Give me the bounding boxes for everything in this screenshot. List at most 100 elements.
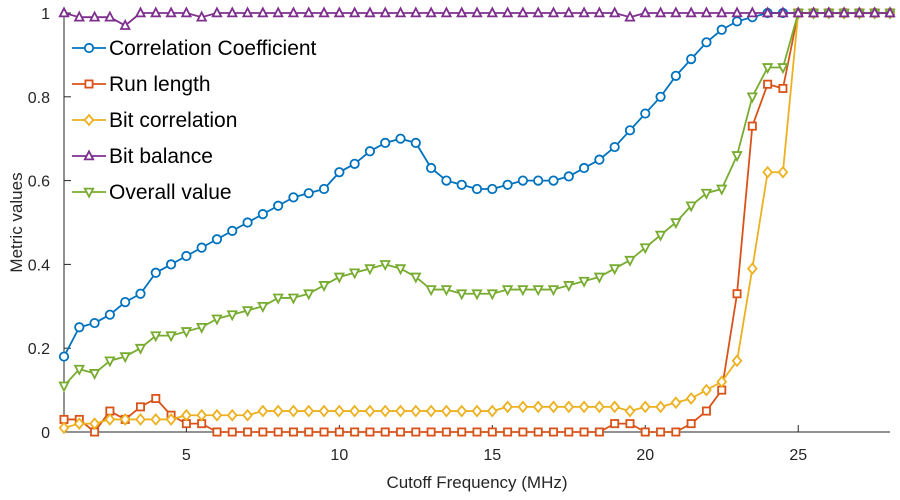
- data-point-run-length: [579, 427, 589, 437]
- data-point-overall-value: [333, 272, 346, 284]
- data-point-correlation-coefficient: [104, 309, 115, 320]
- data-point-bit-balance: [257, 6, 269, 18]
- data-point-bit-balance: [211, 6, 223, 18]
- data-point-bit-correlation: [670, 396, 682, 410]
- data-point-correlation-coefficient: [89, 317, 100, 329]
- data-point-bit-balance: [88, 10, 101, 22]
- data-point-bit-balance: [104, 10, 116, 22]
- data-point-bit-balance: [578, 6, 590, 18]
- data-point-overall-value: [257, 301, 269, 313]
- data-point-overall-value: [303, 289, 315, 301]
- data-point-correlation-coefficient: [640, 108, 651, 119]
- data-point-correlation-coefficient: [303, 188, 314, 199]
- data-point-bit-correlation: [532, 400, 544, 414]
- legend-entry-correlation-coefficient: Correlation Coefficient: [72, 37, 317, 60]
- legend-swatch-marker: [83, 187, 95, 199]
- x-tick-label: 25: [789, 447, 807, 464]
- data-point-run-length: [304, 427, 314, 437]
- data-point-bit-balance: [440, 6, 453, 18]
- data-point-bit-correlation: [425, 404, 437, 418]
- data-point-bit-correlation: [288, 404, 299, 418]
- data-point-correlation-coefficient: [548, 175, 559, 186]
- data-point-bit-correlation: [685, 392, 697, 405]
- data-point-bit-balance: [348, 6, 361, 18]
- data-point-bit-balance: [58, 6, 70, 18]
- data-point-bit-balance: [532, 6, 544, 18]
- data-point-bit-correlation: [609, 400, 621, 414]
- data-point-overall-value: [547, 285, 560, 297]
- data-point-correlation-coefficient: [242, 217, 253, 228]
- data-point-bit-correlation: [731, 354, 743, 368]
- legend-entry-bit-correlation: Bit correlation: [72, 109, 237, 132]
- data-point-overall-value: [608, 264, 621, 276]
- data-point-overall-value: [379, 260, 391, 272]
- data-point-overall-value: [440, 285, 453, 297]
- data-point-run-length: [227, 427, 237, 437]
- data-point-bit-balance: [608, 6, 621, 18]
- data-point-correlation-coefficient: [165, 259, 177, 270]
- data-point-overall-value: [654, 230, 667, 242]
- data-point-overall-value: [777, 63, 789, 75]
- data-point-bit-balance: [761, 6, 774, 18]
- data-point-correlation-coefficient: [533, 175, 544, 186]
- legend-entry-run-length: Run length: [72, 73, 211, 96]
- data-point-run-length: [594, 427, 604, 437]
- data-point-overall-value: [364, 264, 376, 276]
- data-point-bit-correlation: [364, 404, 376, 418]
- data-point-run-length: [686, 419, 696, 429]
- data-point-run-length: [319, 427, 329, 437]
- data-point-correlation-coefficient: [135, 288, 146, 299]
- data-point-correlation-coefficient: [120, 297, 131, 308]
- data-point-run-length: [151, 393, 161, 403]
- data-point-run-length: [548, 427, 558, 437]
- data-point-bit-balance: [746, 6, 759, 18]
- data-point-overall-value: [287, 293, 300, 305]
- data-point-correlation-coefficient: [517, 175, 528, 186]
- data-point-run-length: [487, 427, 497, 437]
- data-point-run-length: [457, 427, 467, 437]
- data-point-bit-balance: [823, 6, 835, 18]
- x-tick-label: 20: [636, 447, 654, 464]
- data-point-bit-balance: [869, 6, 881, 18]
- y-tick-label: 0.8: [28, 90, 50, 107]
- data-point-bit-correlation: [272, 404, 284, 418]
- data-point-correlation-coefficient: [441, 175, 452, 186]
- data-point-overall-value: [716, 184, 728, 196]
- data-point-bit-correlation: [180, 408, 192, 422]
- data-point-correlation-coefficient: [502, 179, 513, 190]
- data-point-correlation-coefficient: [578, 162, 590, 174]
- data-point-overall-value: [180, 327, 193, 339]
- data-point-bit-balance: [853, 6, 866, 18]
- legend: Correlation Coefficient Run length Bit cor…: [72, 37, 317, 204]
- series-bit-balance: [58, 6, 896, 30]
- data-point-bit-correlation: [242, 408, 253, 422]
- data-point-bit-balance: [731, 6, 743, 18]
- data-point-bit-correlation: [58, 421, 70, 435]
- data-point-overall-value: [425, 285, 437, 297]
- data-point-bit-correlation: [333, 404, 345, 418]
- data-point-overall-value: [195, 322, 208, 334]
- data-point-bit-balance: [639, 6, 651, 18]
- data-point-bit-balance: [318, 6, 330, 18]
- data-point-run-length: [212, 427, 222, 437]
- y-tick-label: 0.4: [28, 257, 50, 274]
- data-point-overall-value: [348, 268, 361, 280]
- data-point-correlation-coefficient: [334, 167, 345, 178]
- data-point-correlation-coefficient: [670, 70, 681, 81]
- data-point-run-length: [732, 289, 742, 299]
- data-point-bit-balance: [471, 6, 483, 18]
- data-point-run-length: [671, 427, 681, 437]
- legend-swatch-marker: [83, 113, 95, 127]
- data-point-bit-balance: [226, 6, 238, 18]
- data-point-run-length: [640, 427, 650, 437]
- data-point-bit-correlation: [257, 404, 269, 418]
- data-point-run-length: [243, 427, 253, 437]
- data-point-bit-balance: [884, 6, 896, 18]
- data-point-bit-balance: [838, 6, 850, 18]
- data-point-bit-balance: [517, 6, 529, 18]
- data-point-bit-correlation: [104, 413, 116, 426]
- data-point-bit-correlation: [624, 404, 636, 418]
- legend-entry-bit-balance: Bit balance: [72, 145, 213, 168]
